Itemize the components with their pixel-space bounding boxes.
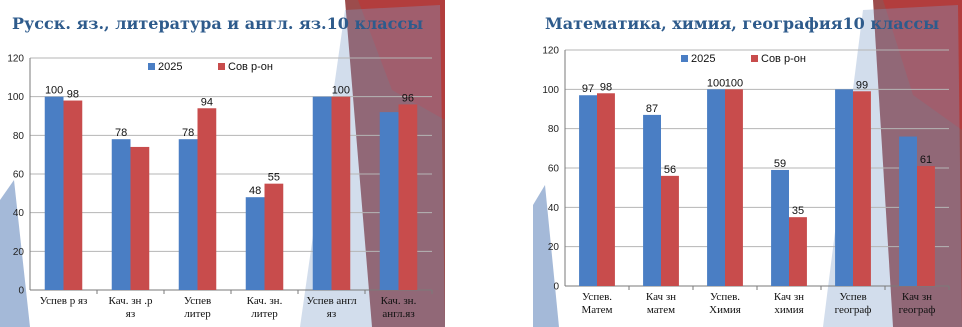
chart-panel-left: Русск. яз., литература и англ. яз.10 кла… <box>0 0 445 327</box>
y-tick-label: 120 <box>542 46 559 57</box>
bar <box>771 169 789 286</box>
legend-label: Сов р-он <box>228 61 273 73</box>
data-label: 56 <box>664 164 676 176</box>
y-tick-label: 60 <box>548 164 560 175</box>
data-label: 100 <box>725 77 743 89</box>
y-tick-label: 100 <box>7 92 24 103</box>
data-label: 100 <box>45 85 63 97</box>
data-label: 87 <box>646 103 658 115</box>
legend-swatch <box>751 55 758 62</box>
bar <box>707 89 725 286</box>
y-tick-label: 40 <box>13 208 25 219</box>
y-tick-label: 60 <box>13 170 25 181</box>
bar <box>379 112 399 290</box>
bar <box>643 114 661 287</box>
data-label: 100 <box>707 77 725 89</box>
legend-label: 2025 <box>691 53 715 65</box>
x-tick-label: Успев р яз <box>40 295 88 307</box>
x-tick-label: географ <box>835 304 872 316</box>
x-tick-label: Кач. зн. <box>381 295 417 307</box>
bar <box>178 139 198 290</box>
y-tick-label: 0 <box>18 286 24 297</box>
data-label: 48 <box>249 185 261 197</box>
bar <box>579 95 597 286</box>
x-tick-label: яз <box>327 308 336 320</box>
data-label: 98 <box>600 81 612 93</box>
x-tick-label: Успев <box>184 295 211 307</box>
x-tick-label: Успев. <box>582 291 612 303</box>
data-label: 59 <box>774 158 786 170</box>
bar <box>331 96 351 291</box>
y-tick-label: 20 <box>13 247 25 258</box>
chart-panel-right: Математика, химия, география10 классы 0 2… <box>533 0 962 327</box>
legend-swatch <box>218 63 225 70</box>
legend-swatch <box>148 63 155 70</box>
bar <box>111 139 131 290</box>
data-label: 97 <box>582 83 594 95</box>
x-tick-label: географ <box>899 304 936 316</box>
x-tick-label: химия <box>774 304 803 316</box>
x-tick-label: литер <box>184 308 211 320</box>
x-tick-label: яз <box>126 308 135 320</box>
x-tick-label: англ.яз <box>382 308 414 320</box>
bar <box>725 89 743 286</box>
y-tick-label: 100 <box>542 85 559 96</box>
y-tick-label: 120 <box>7 54 24 65</box>
legend-label: 2025 <box>158 61 182 73</box>
bar <box>197 108 217 291</box>
bar <box>661 175 679 286</box>
y-tick-label: 20 <box>548 242 560 253</box>
bar <box>899 136 917 286</box>
x-tick-label: Химия <box>709 304 741 316</box>
y-tick-label: 0 <box>553 282 559 293</box>
data-label: 94 <box>201 96 213 108</box>
x-tick-label: Кач зн <box>646 291 676 303</box>
data-label: 78 <box>115 127 127 139</box>
bar <box>597 93 615 287</box>
x-tick-label: Успев англ <box>306 295 357 307</box>
bar <box>312 96 332 291</box>
bar <box>44 96 64 291</box>
bar-chart: 0 20 40 60 80 100 120 100 98 Успев р яз 78 Кач. зн … <box>7 54 433 320</box>
y-tick-label: 40 <box>548 203 560 214</box>
y-tick-label: 80 <box>548 124 560 135</box>
data-label: 35 <box>792 205 804 217</box>
y-tick-label: 80 <box>13 131 25 142</box>
bar <box>835 89 853 286</box>
bar <box>789 217 807 286</box>
data-label: 55 <box>268 172 280 184</box>
x-tick-label: Кач зн <box>902 291 932 303</box>
x-tick-label: Матем <box>581 304 612 316</box>
x-tick-label: матем <box>647 304 675 316</box>
x-tick-label: литер <box>251 308 278 320</box>
legend-swatch <box>681 55 688 62</box>
bar <box>917 166 935 286</box>
chart-title: Математика, химия, география10 классы <box>545 14 940 33</box>
x-tick-label: Кач зн <box>774 291 804 303</box>
bar <box>398 104 418 291</box>
x-tick-label: Успев. <box>710 291 740 303</box>
x-tick-label: Кач. зн. <box>247 295 283 307</box>
data-label: 98 <box>67 89 79 101</box>
bar <box>264 183 284 290</box>
bar <box>245 197 265 290</box>
chart-title: Русск. яз., литература и англ. яз.10 кла… <box>12 14 424 33</box>
x-tick-label: Успев <box>839 291 866 303</box>
legend-label: Сов р-он <box>761 53 806 65</box>
x-tick-label: Кач. зн .р <box>109 295 153 307</box>
data-label: 78 <box>182 127 194 139</box>
data-label: 96 <box>402 92 414 104</box>
data-label: 100 <box>332 85 350 97</box>
data-label: 99 <box>856 79 868 91</box>
bar <box>63 100 83 291</box>
bar <box>130 146 150 290</box>
data-label: 61 <box>920 154 932 166</box>
bar <box>853 91 871 286</box>
